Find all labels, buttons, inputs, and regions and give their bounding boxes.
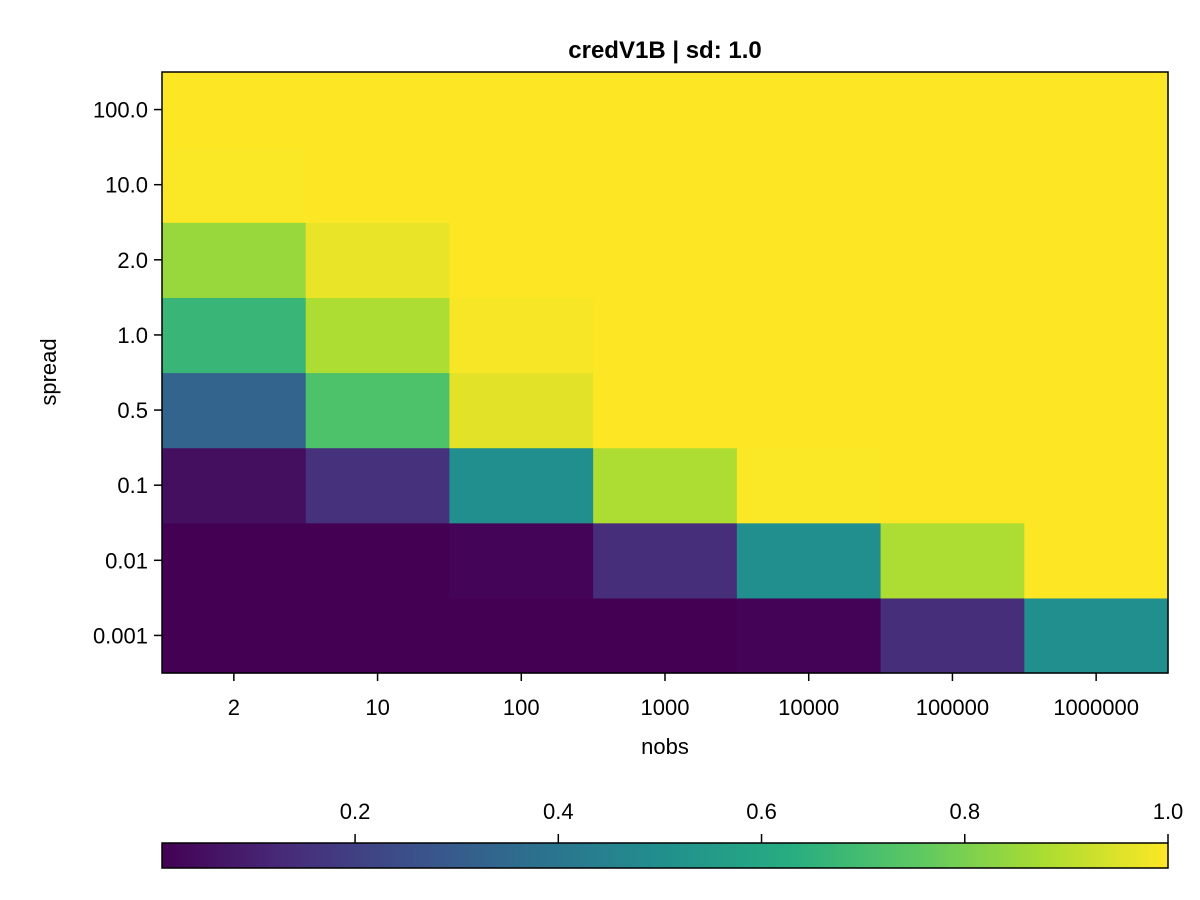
heatmap-cell	[736, 297, 882, 374]
heatmap-cell	[593, 72, 738, 148]
colorbar-tick-label: 1.0	[1153, 799, 1184, 824]
colorbar-ticks: 0.2 0.4 0.6 0.8 1.0	[340, 799, 1184, 843]
x-tick-label: 1000000	[1053, 695, 1139, 720]
heatmap-cell	[736, 522, 882, 599]
heatmap-cell	[736, 597, 882, 674]
heatmap-cell	[449, 597, 594, 674]
heatmap-cell	[593, 372, 738, 449]
heatmap-cell	[593, 147, 738, 223]
heatmap-cell	[880, 372, 1025, 449]
heatmap-cell	[880, 72, 1025, 148]
heatmap-cell	[305, 72, 451, 148]
chart-title: credV1B | sd: 1.0	[568, 37, 761, 64]
colorbar-tick-label: 0.6	[746, 799, 777, 824]
heatmap-cell	[880, 597, 1025, 674]
heatmap-cell	[305, 147, 451, 223]
heatmap-cell	[449, 522, 594, 599]
heatmap-cell	[162, 597, 307, 674]
y-tick-label: 0.001	[93, 623, 148, 648]
x-axis-ticks: 2 10 100 1000 10000 100000 1000000	[228, 673, 1139, 720]
y-axis-label: spread	[36, 338, 61, 405]
heatmap-cell	[305, 522, 451, 599]
x-tick-label: 1000	[641, 695, 690, 720]
heatmap-cell	[449, 372, 594, 449]
heatmap-cell	[1024, 597, 1169, 674]
colorbar-bar	[161, 842, 1169, 869]
colorbar-tick-label: 0.8	[949, 799, 980, 824]
heatmap-cell	[162, 522, 307, 599]
heatmap-cell	[1024, 372, 1169, 449]
heatmap-cell	[736, 447, 882, 524]
heatmap-cell	[593, 447, 738, 524]
heatmap-cell	[593, 597, 738, 674]
y-tick-label: 2.0	[117, 248, 148, 273]
heatmap-cells	[162, 72, 1169, 674]
heatmap-cell	[305, 297, 451, 374]
y-tick-label: 100.0	[93, 98, 148, 123]
x-tick-label: 100	[503, 695, 540, 720]
heatmap-cell	[736, 222, 882, 298]
colorbar-tick-label: 0.4	[543, 799, 574, 824]
heatmap-cell	[162, 222, 307, 298]
heatmap-cell	[449, 72, 594, 148]
heatmap-cell	[1024, 297, 1169, 374]
heatmap-cell	[880, 222, 1025, 298]
heatmap-cell	[593, 297, 738, 374]
heatmap-cell	[1024, 147, 1169, 223]
heatmap-cell	[449, 447, 594, 524]
heatmap-cell	[305, 597, 451, 674]
heatmap-cell	[593, 522, 738, 599]
heatmap-cell	[305, 447, 451, 524]
x-axis-label: nobs	[641, 734, 689, 759]
heatmap-cell	[1024, 522, 1169, 599]
y-tick-label: 10.0	[105, 173, 148, 198]
heatmap-cell	[162, 147, 307, 223]
y-axis-ticks: 0.001 0.01 0.1 0.5 1.0 2.0 10.0 100.0	[93, 98, 162, 648]
heatmap-cell	[880, 522, 1025, 599]
colorbar: 0.2 0.4 0.6 0.8 1.0	[161, 799, 1184, 869]
y-tick-label: 0.01	[105, 548, 148, 573]
heatmap-cell	[880, 297, 1025, 374]
colorbar-tick-label: 0.2	[340, 799, 371, 824]
x-tick-label: 100000	[916, 695, 989, 720]
heatmap-cell	[1024, 72, 1169, 148]
y-tick-label: 0.1	[117, 473, 148, 498]
heatmap-cell	[162, 447, 307, 524]
heatmap-cell	[736, 372, 882, 449]
heatmap-cell	[162, 372, 307, 449]
y-tick-label: 0.5	[117, 398, 148, 423]
heatmap-cell	[1024, 447, 1169, 524]
heatmap-cell	[736, 72, 882, 148]
x-tick-label: 10	[365, 695, 389, 720]
heatmap-cell	[305, 372, 451, 449]
heatmap-cell	[449, 297, 594, 374]
heatmap-cell	[880, 447, 1025, 524]
heatmap-cell	[736, 147, 882, 223]
heatmap-cell	[593, 222, 738, 298]
heatmap-cell	[880, 147, 1025, 223]
heatmap-cell	[449, 147, 594, 223]
y-tick-label: 1.0	[117, 323, 148, 348]
heatmap-cell	[449, 222, 594, 298]
x-tick-label: 10000	[778, 695, 839, 720]
heatmap-cell	[162, 297, 307, 374]
heatmap-cell	[1024, 222, 1169, 298]
heatmap-cell	[162, 72, 307, 148]
heatmap-cell	[305, 222, 451, 298]
x-tick-label: 2	[228, 695, 240, 720]
